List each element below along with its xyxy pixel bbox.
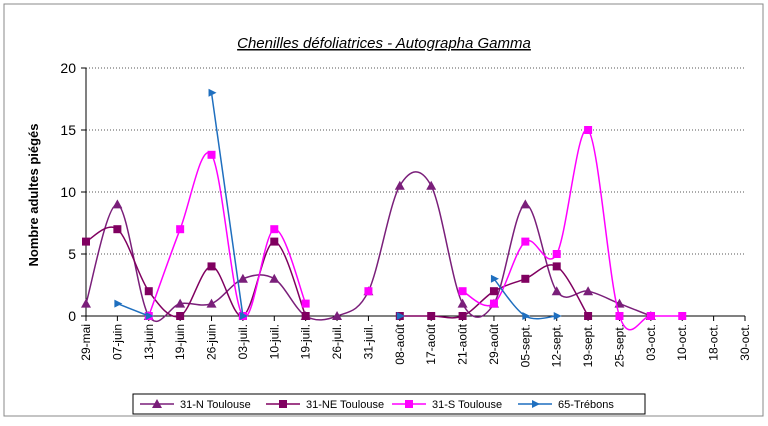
marker <box>427 312 436 320</box>
x-tick-label: 25-sept. <box>612 324 626 367</box>
marker <box>82 237 90 246</box>
marker <box>678 312 687 320</box>
marker <box>152 399 162 408</box>
marker <box>206 298 217 308</box>
marker <box>584 312 593 320</box>
marker <box>270 237 279 246</box>
x-tick-label: 03-oct. <box>644 324 658 361</box>
x-tick-label: 21-août <box>456 323 470 364</box>
x-tick-label: 19-juin <box>173 324 187 360</box>
marker <box>175 298 186 308</box>
marker <box>489 299 498 308</box>
x-tick-label: 08-août <box>393 323 407 364</box>
marker <box>207 150 216 159</box>
x-tick-label: 10-juil. <box>267 324 281 359</box>
legend-label: 31-N Toulouse <box>180 399 251 411</box>
x-tick-label: 29-août <box>487 323 501 364</box>
marker <box>81 298 91 308</box>
marker <box>458 312 467 320</box>
x-tick-label: 03-juil. <box>236 324 250 359</box>
marker <box>457 298 468 308</box>
legend-label: 65-Trébons <box>558 399 614 411</box>
marker <box>405 400 413 408</box>
marker <box>426 180 437 190</box>
x-tick-label: 12-sept. <box>550 324 564 367</box>
legend-label: 31-NE Toulouse <box>306 399 384 411</box>
x-tick-label: 19-juil. <box>299 324 313 359</box>
marker <box>522 312 531 320</box>
x-tick-label: 07-juin <box>110 324 124 360</box>
legend-box <box>132 393 646 415</box>
x-tick-label: 26-juil. <box>330 324 344 359</box>
y-axis-label: Nombre adultes piégés <box>26 123 41 266</box>
marker <box>396 312 405 320</box>
y-tick-label: 0 <box>68 308 76 324</box>
marker <box>615 312 624 320</box>
marker <box>176 312 185 320</box>
marker <box>301 299 310 308</box>
marker <box>114 299 123 308</box>
x-tick-label: 29-mai <box>79 324 93 361</box>
line <box>462 129 683 331</box>
x-tick-label: 19-sept. <box>581 324 595 367</box>
line <box>85 171 652 323</box>
x-tick-label: 13-juin <box>142 324 156 360</box>
x-tick-label: 17-août <box>424 323 438 364</box>
marker <box>521 237 530 246</box>
marker <box>552 250 561 258</box>
x-tick-label: 10-oct. <box>675 324 689 361</box>
marker <box>176 225 185 234</box>
marker <box>332 311 343 320</box>
y-tick-label: 5 <box>68 246 76 262</box>
x-tick-label: 26-juin <box>205 324 219 360</box>
marker <box>270 225 279 234</box>
x-tick-label: 18-oct. <box>707 324 721 361</box>
marker <box>112 199 123 209</box>
x-tick-label: 05-sept. <box>518 324 532 367</box>
legend: 31-N Toulouse 31-NE Toulouse 31-S Toulouse… <box>132 393 646 415</box>
marker <box>553 312 562 320</box>
marker <box>646 312 655 320</box>
chart-frame <box>3 3 764 417</box>
marker <box>208 88 217 97</box>
marker <box>583 286 594 296</box>
line <box>210 92 244 317</box>
y-tick-label: 15 <box>60 122 76 138</box>
marker <box>113 225 122 234</box>
marker <box>144 287 153 296</box>
marker <box>532 400 540 408</box>
y-tick-label: 20 <box>60 60 76 76</box>
marker <box>458 287 467 296</box>
marker <box>239 312 248 320</box>
legend-label: 31-S Toulouse <box>432 399 502 411</box>
marker <box>145 312 154 320</box>
marker <box>279 400 287 408</box>
marker <box>394 180 405 190</box>
marker <box>552 262 561 271</box>
marker <box>584 126 593 134</box>
marker <box>489 287 498 296</box>
marker <box>364 287 373 296</box>
marker <box>301 312 310 320</box>
marker <box>520 199 531 209</box>
x-tick-label: 30-oct. <box>738 324 752 361</box>
marker <box>237 273 248 283</box>
marker <box>551 286 562 296</box>
series <box>114 88 562 320</box>
y-tick-label: 10 <box>60 184 76 200</box>
marker <box>269 273 280 283</box>
marker <box>207 262 216 271</box>
x-tick-label: 31-juil. <box>361 324 375 359</box>
chart-title: Chenilles défoliatrices - Autographa Gam… <box>237 35 531 52</box>
marker <box>521 274 530 283</box>
marker <box>490 274 499 283</box>
